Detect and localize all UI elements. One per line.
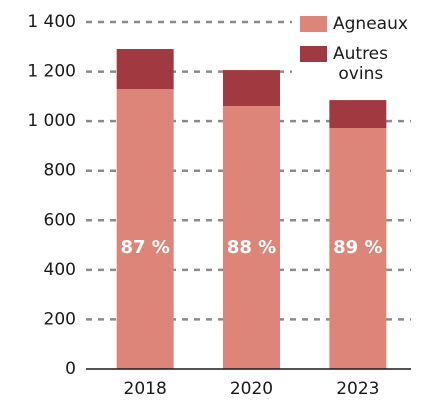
- y-tick-label: 0: [65, 359, 76, 379]
- legend-label: Agneaux: [333, 14, 408, 34]
- legend-swatch: [300, 46, 327, 62]
- legend-label: Autres ovins: [333, 44, 388, 84]
- legend-swatch: [300, 16, 327, 32]
- y-tick-label: 800: [44, 161, 76, 181]
- bar-segment: [329, 128, 387, 369]
- share-label: 89 %: [333, 237, 382, 258]
- y-tick-label: 200: [44, 309, 76, 329]
- bar-segment: [223, 106, 280, 370]
- y-tick-label: 1 400: [27, 12, 76, 32]
- share-label: 88 %: [227, 237, 276, 258]
- y-tick-label: 1 200: [27, 62, 76, 82]
- share-label: 87 %: [120, 237, 169, 258]
- bar-segment: [223, 70, 280, 107]
- bar-segment: [116, 49, 174, 90]
- y-tick-label: 600: [44, 210, 76, 230]
- x-tick-label: 2023: [336, 379, 379, 399]
- x-tick-label: 2020: [230, 379, 273, 399]
- y-tick-label: 400: [44, 260, 76, 280]
- x-tick-label: 2018: [124, 379, 167, 399]
- y-tick-label: 1 000: [27, 111, 76, 131]
- bar-segment: [329, 100, 387, 129]
- bar-segment: [116, 89, 174, 370]
